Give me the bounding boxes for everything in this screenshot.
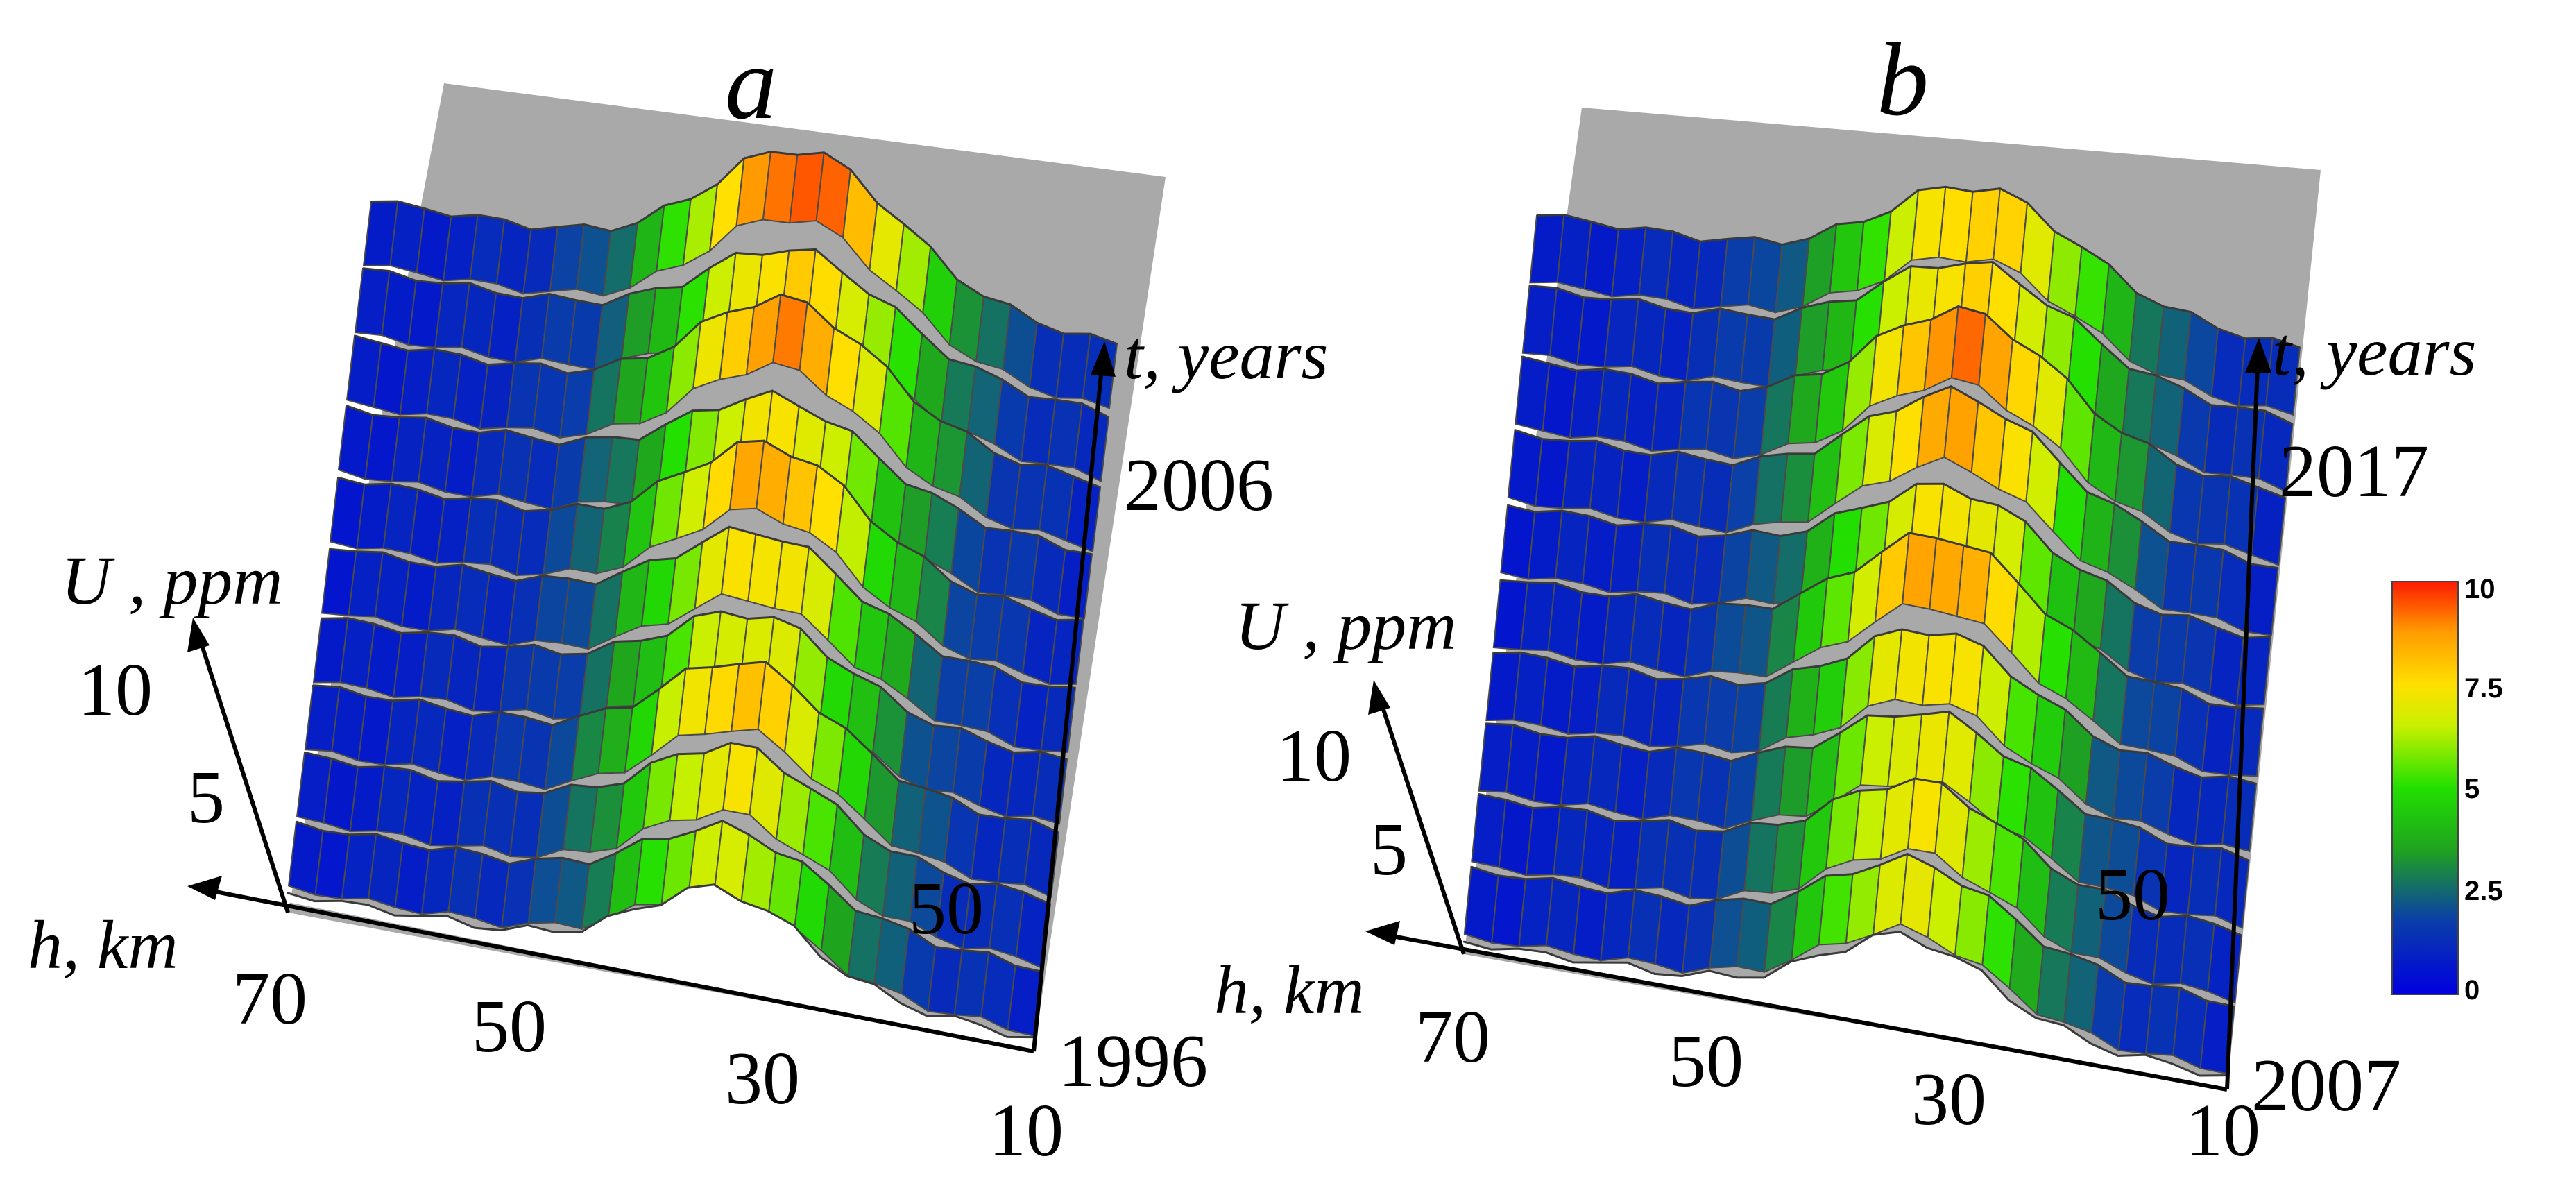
panel-b-t-tick-2007: 2007 xyxy=(2251,1044,2401,1127)
panel-a-h-tick-10: 10 xyxy=(989,1089,1064,1172)
panel-a-z-axis xyxy=(194,627,290,913)
surface-row-line xyxy=(370,151,1118,346)
panel-b-t-axis xyxy=(2225,350,2260,1090)
panel-b-surface xyxy=(1463,185,2301,1089)
surface-row-line xyxy=(362,248,1109,418)
panel-b-t-tick-2017: 2017 xyxy=(2279,430,2429,513)
surface-row-line xyxy=(1463,931,2228,1077)
panel-a-h-tick-50: 50 xyxy=(472,985,547,1068)
panel-a-t-tick-1996: 1996 xyxy=(1058,1020,1208,1103)
surface-row-line xyxy=(1515,384,2278,569)
colorbar: 10 7.5 5 2.5 0 xyxy=(2391,574,2503,1006)
panel-b-z-axis-arrow xyxy=(1368,680,1390,715)
panel-a-label: a xyxy=(725,26,777,141)
panel-b-h-axis xyxy=(1376,931,2228,1092)
surface-row-line xyxy=(337,439,1084,622)
panel-b-label: b xyxy=(1877,22,1929,137)
panel-b-z-tick-5: 5 xyxy=(1370,808,1408,891)
panel-a-h-tick-30: 30 xyxy=(725,1037,800,1120)
surface-row-line xyxy=(287,883,1034,1039)
surface-row-line xyxy=(304,741,1051,906)
surface-row-line xyxy=(312,661,1059,834)
panel-a-h-axis xyxy=(197,886,1034,1053)
surface-row-line xyxy=(1485,710,2250,862)
surface-row-line xyxy=(321,610,1068,761)
panel-b-t-axis-arrow xyxy=(2245,338,2271,373)
colorbar-tick-0: 0 xyxy=(2464,975,2480,1006)
surface-row-line xyxy=(1536,185,2301,349)
panel-b-h-axis-arrow xyxy=(1365,921,1400,945)
panel-a-h-title: h, km xyxy=(28,906,178,983)
panel-a-t-axis xyxy=(1032,353,1105,1052)
surface-row-line xyxy=(1492,628,2257,785)
surface-row-line xyxy=(296,820,1043,973)
panel-a-z-tick-10: 10 xyxy=(78,649,153,731)
panel-a-t-tick-2006: 2006 xyxy=(1124,444,1274,527)
surface-row-line xyxy=(1521,305,2286,499)
panel-b-z-axis xyxy=(1375,690,1466,955)
panel-b-t-title: t, years xyxy=(2272,313,2476,390)
surface-row-line xyxy=(1500,532,2264,710)
surface-row-line xyxy=(1529,260,2294,425)
colorbar-tick-5: 5 xyxy=(2464,774,2480,804)
panel-a: a U , ppm 10 5 h, km 70 50 30 10 50 t, y… xyxy=(28,26,1328,1172)
panel-a-z-tick-5: 5 xyxy=(187,756,225,839)
panel-b-h-inner-label: 50 xyxy=(2095,854,2170,936)
surface-row-line xyxy=(1478,777,2242,937)
panel-b-h-tick-50: 50 xyxy=(1669,1020,1743,1103)
panel-a-t-title: t, years xyxy=(1124,316,1328,393)
panel-b-h-title: h, km xyxy=(1214,951,1365,1028)
panel-b-h-tick-70: 70 xyxy=(1415,996,1490,1078)
panel-a-surface xyxy=(287,151,1118,1051)
surface-row-line xyxy=(354,293,1101,489)
panel-b: b U , ppm 10 5 h, km 70 50 30 10 50 t, y… xyxy=(1214,22,2476,1172)
colorbar-tick-7-5: 7.5 xyxy=(2464,673,2503,704)
surface-row-line xyxy=(346,389,1093,556)
surface-row-line xyxy=(329,525,1076,689)
panel-a-h-axis-arrow xyxy=(187,876,222,900)
surface-row-skirt xyxy=(288,884,1034,1051)
panel-a-z-title: U , ppm xyxy=(61,542,282,619)
surface-row-line xyxy=(1507,482,2271,639)
panel-b-z-title: U , ppm xyxy=(1235,587,1456,664)
panel-a-t-axis-arrow xyxy=(1091,341,1116,377)
surface-row-skirt xyxy=(1464,931,2227,1089)
panel-b-z-tick-10: 10 xyxy=(1277,715,1351,797)
panel-b-h-tick-30: 30 xyxy=(1911,1058,1986,1141)
panel-b-h-tick-10: 10 xyxy=(2185,1089,2260,1172)
colorbar-tick-10: 10 xyxy=(2464,574,2496,604)
colorbar-tick-2-5: 2.5 xyxy=(2464,876,2503,906)
panel-a-z-axis-arrow xyxy=(187,618,210,652)
surface-row-line xyxy=(1471,852,2235,1008)
colorbar-gradient xyxy=(2391,581,2459,995)
panel-a-h-tick-70: 70 xyxy=(232,958,307,1040)
panel-a-h-inner-label: 50 xyxy=(909,867,984,950)
